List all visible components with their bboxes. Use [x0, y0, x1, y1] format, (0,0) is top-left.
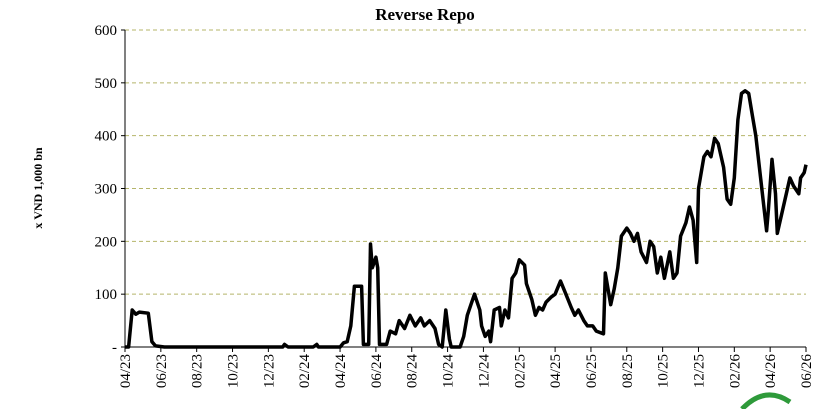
x-tick-label: 12/24: [476, 354, 492, 389]
chart-title: Reverse Repo: [375, 5, 475, 24]
x-tick-label: 08/23: [190, 354, 206, 388]
y-axis-label: x VND 1,000 bn: [31, 147, 45, 228]
x-tick-label: 10/23: [226, 354, 242, 388]
x-tick-label: 12/23: [261, 354, 277, 388]
x-tick-label: 08/24: [405, 354, 421, 389]
y-tick-label: -: [112, 340, 117, 356]
y-tick-label: 300: [95, 182, 118, 198]
y-tick-label: 600: [95, 23, 118, 39]
x-tick-label: 02/24: [297, 354, 313, 389]
y-tick-label: 500: [95, 76, 118, 92]
x-tick-label: 06/24: [369, 354, 385, 389]
y-tick-label: 400: [95, 129, 118, 145]
x-tick-label: 02/26: [727, 354, 743, 389]
x-tick-label: 04/26: [763, 354, 779, 389]
x-tick-label: 10/25: [656, 354, 672, 388]
x-tick-label: 04/25: [548, 354, 564, 388]
x-tick-label: 12/25: [691, 354, 707, 388]
x-tick-label: 04/24: [333, 354, 349, 389]
x-tick-label: 10/24: [441, 354, 457, 389]
data-line: [125, 89, 808, 349]
x-tick-label: 02/25: [512, 354, 528, 388]
x-tick-label: 06/25: [584, 354, 600, 388]
x-tick-label: 08/25: [620, 354, 636, 388]
logo: [740, 392, 792, 409]
x-tick-label: 04/23: [118, 354, 134, 388]
x-tick-label: 06/26: [799, 354, 815, 389]
y-tick-label: 100: [95, 287, 118, 303]
x-tick-label: 06/23: [154, 354, 170, 388]
y-tick-label: 200: [95, 234, 118, 250]
